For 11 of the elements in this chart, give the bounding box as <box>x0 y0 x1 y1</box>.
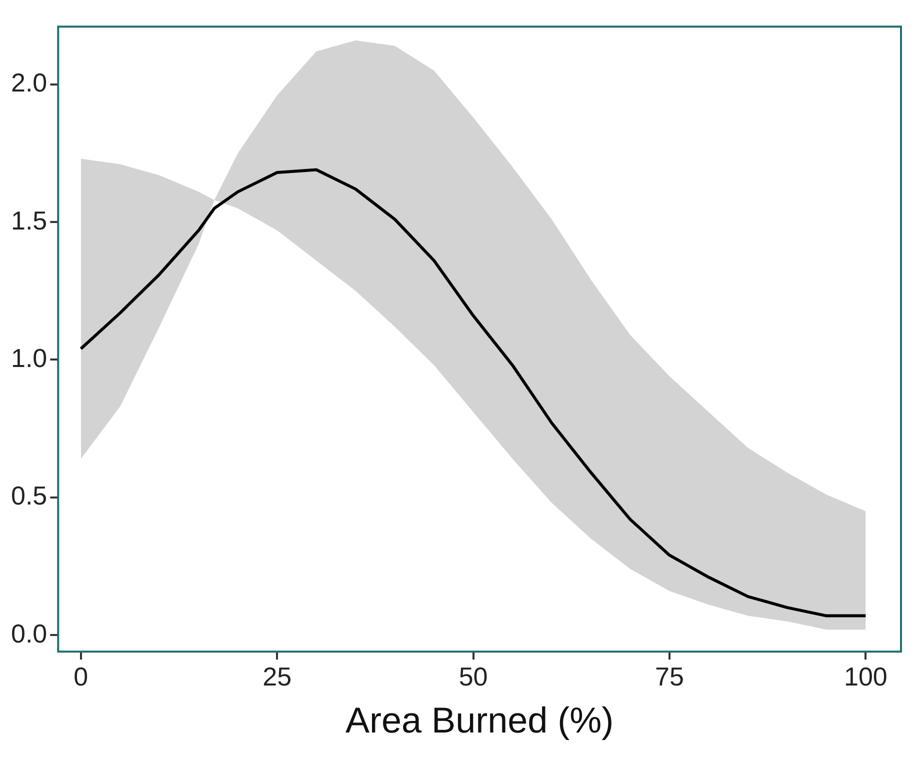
x-tick-label: 25 <box>262 661 292 692</box>
x-tick-label: 0 <box>74 661 88 692</box>
y-tick-label: 0.0 <box>10 618 48 648</box>
x-axis-title: Area Burned (%) <box>346 699 614 740</box>
x-tick-label: 50 <box>458 661 488 692</box>
y-tick-label: 0.5 <box>10 480 48 511</box>
y-tick-label: 1.0 <box>10 342 48 373</box>
x-tick-label: 75 <box>655 661 684 692</box>
y-tick-label: 1.5 <box>10 205 48 236</box>
x-tick-label: 100 <box>844 661 888 692</box>
y-tick-label: 2.0 <box>10 68 48 98</box>
